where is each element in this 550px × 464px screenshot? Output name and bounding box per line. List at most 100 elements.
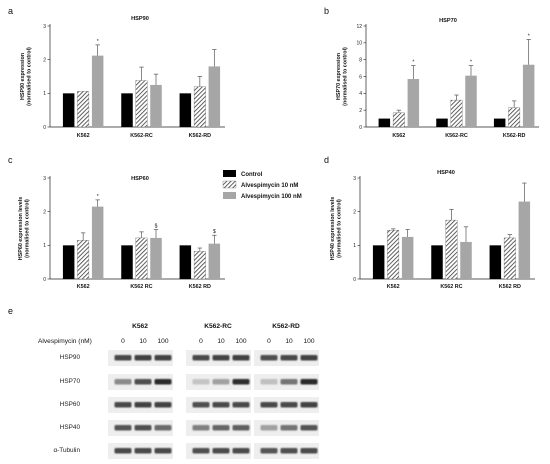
blot-band (134, 355, 152, 361)
y-axis-label: HSP90 expression(normalised to control) (20, 47, 33, 106)
blot-protein-label: HSP90 (60, 354, 81, 361)
blot-band (114, 425, 132, 431)
y-axis-label: HSP40 expression levels(normalised to co… (330, 197, 343, 261)
blot-concentration-label: 100 (157, 338, 168, 345)
blot-band (280, 402, 298, 408)
y-axis-label: HSP70 expression(normalised to control) (336, 47, 349, 106)
category-label: K562-RC (130, 133, 153, 139)
bar-alvespimycin-10nm (445, 219, 458, 280)
category-label: K562 (392, 133, 405, 139)
y-axis-label: HSP60 expression levels(normalised to co… (18, 197, 31, 261)
y-tick-label: 2 (359, 108, 362, 114)
blot-protein-label: HSP40 (60, 424, 81, 431)
blot-band (280, 448, 298, 454)
blot-band (154, 379, 172, 385)
bar-control (489, 245, 502, 279)
blot-band (154, 355, 172, 361)
chart-title: HSP60 (131, 176, 149, 182)
blot-band (232, 355, 250, 361)
y-tick-label: 0 (43, 277, 46, 283)
y-axis-label-line: HSP60 expression levels (18, 197, 24, 261)
bar-control (378, 118, 391, 127)
blot-band (134, 379, 152, 385)
blot-band (300, 448, 318, 454)
bar-control (121, 93, 133, 127)
blot-band (154, 425, 172, 431)
category-label: K562-RC (445, 133, 468, 139)
blot-cell-line-header: K562 (132, 323, 148, 330)
blot-concentration-label: 0 (267, 338, 271, 345)
legend-swatch-control (223, 170, 236, 177)
y-tick-label: 12 (356, 24, 362, 30)
y-tick-label: 3 (353, 176, 356, 182)
y-tick-label: 2 (353, 209, 356, 215)
blot-band (232, 448, 250, 454)
blot-band (212, 402, 230, 408)
category-label: K562-RD (189, 133, 212, 139)
significance-marker: $ (155, 224, 158, 230)
blot-band (260, 355, 278, 361)
y-tick-label: 2 (43, 209, 46, 215)
y-tick-label: 8 (359, 57, 362, 63)
bar-control (62, 245, 75, 279)
bar-control (372, 245, 385, 279)
y-axis-label-line: HSP70 expression (336, 53, 342, 100)
blot-band (212, 425, 230, 431)
blot-band (212, 448, 230, 454)
bar-alvespimycin-100nm (407, 79, 420, 127)
category-label: K562 (387, 284, 400, 290)
significance-marker: $ (213, 229, 216, 235)
blot-band (232, 425, 250, 431)
panel-letter-e: e (8, 306, 13, 316)
bar-alvespimycin-10nm (193, 86, 206, 128)
blot-band (114, 448, 132, 454)
significance-marker: * (412, 60, 414, 66)
blot-band (260, 379, 278, 385)
bar-alvespimycin-10nm (503, 237, 516, 280)
y-axis-label-line: (normalised to control) (337, 199, 343, 258)
blot-band (280, 355, 298, 361)
blot-band (192, 355, 210, 361)
blot-band (134, 402, 152, 408)
blot-concentration-label: 0 (199, 338, 203, 345)
bar-alvespimycin-10nm (77, 91, 90, 128)
bar-control (179, 245, 192, 279)
blot-cell-line-header: K562-RD (272, 323, 300, 330)
bar-alvespimycin-100nm (91, 206, 104, 279)
blot-band (114, 355, 132, 361)
blot-concentration-label: 10 (285, 338, 293, 345)
bar-alvespimycin-10nm (392, 112, 405, 128)
significance-marker: * (97, 39, 99, 45)
bar-alvespimycin-10nm (450, 99, 463, 128)
blot-band (300, 379, 318, 385)
blot-band (260, 448, 278, 454)
y-tick-label: 4 (359, 91, 362, 97)
y-tick-label: 0 (43, 125, 46, 131)
y-tick-label: 1 (353, 243, 356, 249)
bar-alvespimycin-100nm (401, 236, 414, 279)
blot-concentration-label: 10 (217, 338, 225, 345)
blot-band (134, 448, 152, 454)
bar-control (121, 245, 133, 279)
category-label: K562 (77, 284, 90, 290)
y-tick-label: 0 (359, 125, 362, 131)
chart-title: HSP40 (437, 170, 455, 176)
chart-hsp40: HSP40 HSP40 expression levels(normalised… (330, 170, 535, 290)
bar-control (436, 118, 448, 127)
significance-marker: * (97, 194, 99, 200)
blot-band (114, 402, 132, 408)
bar-alvespimycin-10nm (135, 237, 148, 280)
bar-alvespimycin-10nm (77, 240, 90, 280)
category-label: K562 RC (440, 284, 462, 290)
legend-swatch-alv10 (222, 180, 237, 189)
blot-band (232, 379, 250, 385)
bar-control (179, 93, 192, 127)
blot-band (134, 425, 152, 431)
blot-cell-line-header: K562-RC (204, 323, 232, 330)
y-axis-label-line: (normalised to control) (25, 199, 31, 258)
bar-alvespimycin-100nm (208, 66, 221, 127)
chart-title: HSP70 (439, 18, 457, 24)
blot-band (192, 425, 210, 431)
legend-label-alv10: Alvespimycin 10 nM (241, 183, 298, 189)
